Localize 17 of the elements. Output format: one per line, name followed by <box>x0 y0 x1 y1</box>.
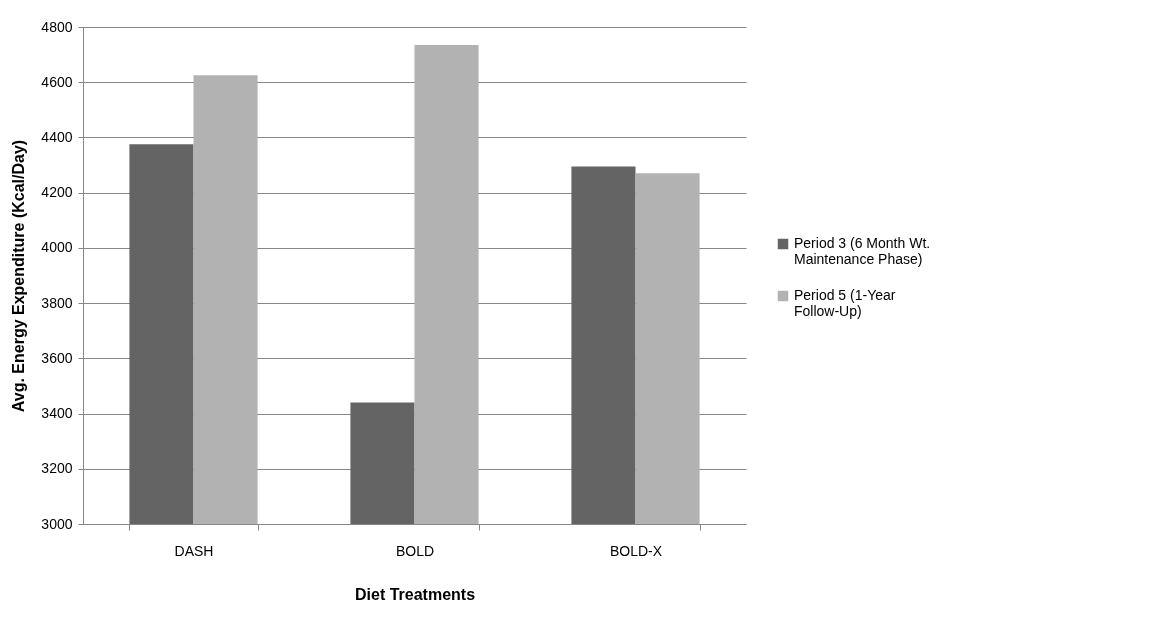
y-tick-label: 3200 <box>41 460 73 477</box>
y-tick-label: 4600 <box>41 73 73 90</box>
y-tick-label: 4000 <box>41 239 73 256</box>
x-tick-label: DASH <box>174 542 214 559</box>
y-axis-title: Avg. Energy Expenditure (Kcal/Day) <box>10 139 28 413</box>
y-tick-label: 3400 <box>41 405 73 422</box>
legend-label: Period 3 (6 Month Wt. Maintenance Phase) <box>794 235 931 267</box>
x-axis-title: Diet Treatments <box>354 585 476 603</box>
y-tick-label: 4200 <box>41 184 73 201</box>
y-tick-label: 4800 <box>41 18 73 35</box>
y-tick-label: 3600 <box>41 349 73 366</box>
x-tick-label: BOLD <box>395 542 435 559</box>
legend-label: Period 5 (1-Year Follow-Up) <box>794 287 896 319</box>
y-tick-label: 3800 <box>41 294 73 311</box>
y-tick-label: 4400 <box>41 128 73 145</box>
y-tick-label: 3000 <box>41 515 73 532</box>
x-tick-label: BOLD-X <box>609 542 663 559</box>
